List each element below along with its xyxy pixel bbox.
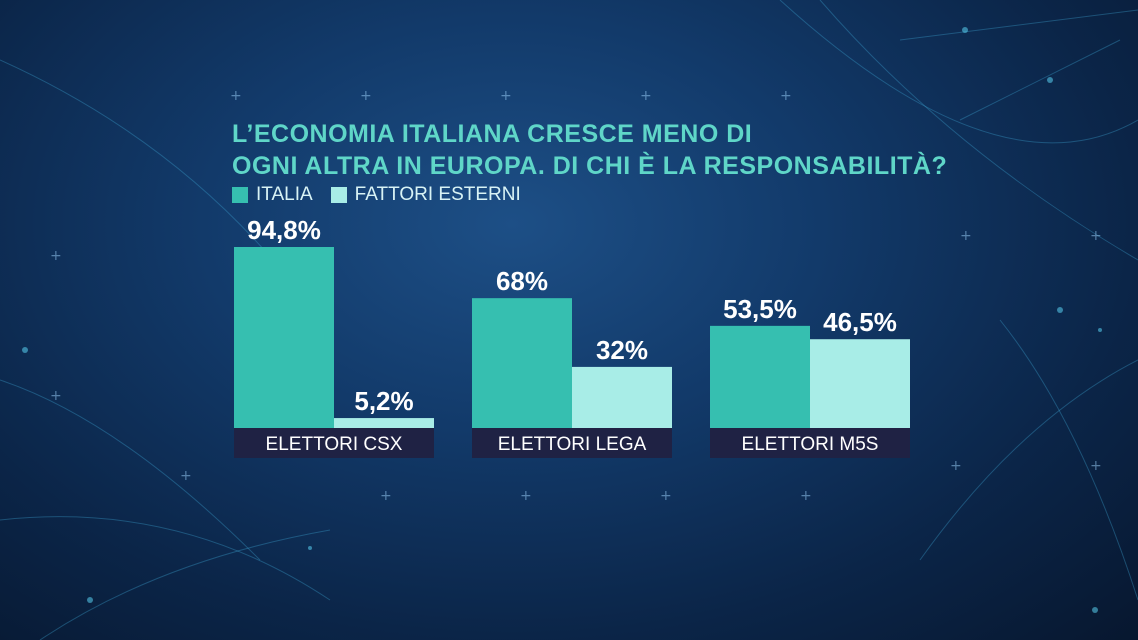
chart-title-line-2: OGNI ALTRA IN EUROPA. DI CHI È LA RESPON… <box>232 152 948 180</box>
svg-text:+: + <box>640 88 652 104</box>
bar-value-label-italia-elettori-m5s: 53,5% <box>723 294 797 324</box>
legend-swatch-italia <box>232 187 248 203</box>
bar-value-label-italia-elettori-csx: 94,8% <box>247 215 321 245</box>
svg-text:+: + <box>230 88 242 104</box>
legend-label-italia: ITALIA <box>256 184 313 205</box>
bar-fattori-esterni-elettori-m5s <box>810 339 910 428</box>
svg-text:+: + <box>500 88 512 104</box>
bar-value-label-fattori-esterni-elettori-csx: 5,2% <box>354 386 413 416</box>
chart-title-line-1: L’ECONOMIA ITALIANA CRESCE MENO DI <box>232 120 753 148</box>
category-label-elettori-m5s: ELETTORI M5S <box>742 434 879 455</box>
svg-text:+: + <box>50 248 62 264</box>
bar-italia-elettori-m5s <box>710 325 810 428</box>
bar-value-label-italia-elettori-lega: 68% <box>496 266 548 296</box>
legend-item-italia: ITALIA <box>232 184 313 206</box>
bar-value-label-fattori-esterni-elettori-lega: 32% <box>596 335 648 365</box>
category-band-elettori-m5s <box>710 428 910 458</box>
legend-label-fattori-esterni: FATTORI ESTERNI <box>354 184 521 205</box>
svg-text:+: + <box>520 488 532 504</box>
bar-value-label-fattori-esterni-elettori-m5s: 46,5% <box>823 307 897 337</box>
legend-item-fattori-esterni: FATTORI ESTERNI <box>330 184 521 206</box>
bar-fattori-esterni-elettori-csx <box>334 418 434 428</box>
category-label-elettori-csx: ELETTORI CSX <box>266 434 403 455</box>
svg-text:+: + <box>660 488 672 504</box>
svg-text:+: + <box>180 468 192 484</box>
bar-fattori-esterni-elettori-lega <box>572 366 672 428</box>
svg-text:+: + <box>950 458 962 474</box>
svg-text:+: + <box>960 228 972 244</box>
bar-italia-elettori-csx <box>234 247 334 428</box>
category-band-elettori-lega <box>472 428 672 458</box>
chart-legend: ITALIA FATTORI ESTERNI <box>232 184 529 206</box>
svg-text:+: + <box>50 388 62 404</box>
svg-text:+: + <box>1090 228 1102 244</box>
category-label-elettori-lega: ELETTORI LEGA <box>498 434 647 455</box>
legend-swatch-fattori-esterni <box>330 187 347 203</box>
svg-text:+: + <box>800 488 812 504</box>
svg-text:+: + <box>780 88 792 104</box>
category-band-elettori-csx <box>234 428 434 458</box>
svg-text:+: + <box>360 88 372 104</box>
bar-italia-elettori-lega <box>472 298 572 428</box>
svg-text:+: + <box>1090 458 1102 474</box>
svg-text:+: + <box>380 488 392 504</box>
